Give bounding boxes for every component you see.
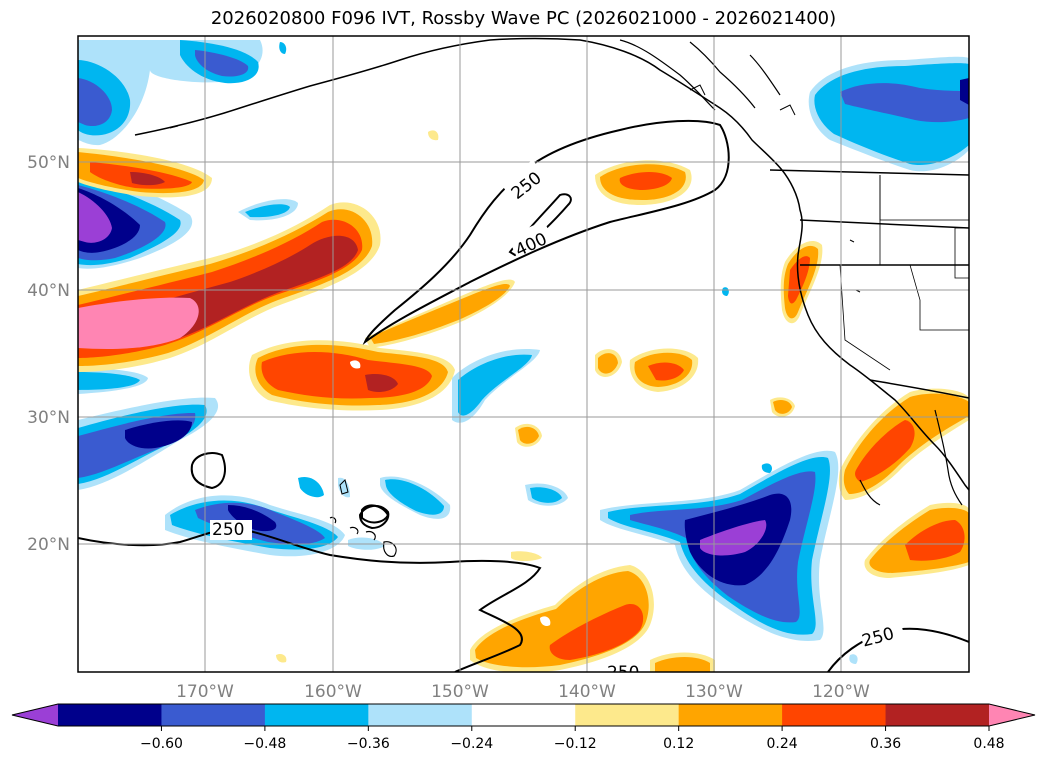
blob-east-22n [600,450,839,641]
colorbar-segment [368,704,473,726]
blob-pacific-15n [470,565,715,672]
state-borders [800,175,969,371]
colorbar-tick-label: 0.12 [663,736,694,752]
blob-48n-east [595,160,692,205]
blob-hawaii-west [165,495,345,557]
small-negative-blobs [238,42,858,664]
colorbar-extend-low [12,704,58,726]
longitude-labels: 170°W 160°W 150°W 140°W 130°W 120°W [176,682,870,702]
coastlines [134,37,969,506]
map-title: 2026020800 F096 IVT, Rossby Wave PC (202… [210,8,837,29]
contour-label-250-west: 250 [212,520,244,540]
map-frame [77,35,970,673]
map-area: 250 400 250 250 250 [78,36,969,683]
blob-ne-55n [808,56,969,172]
colorbar-segment [575,704,680,726]
colorbar-tick-label: −0.24 [450,736,493,752]
colorbar-tick-label: −0.12 [554,736,597,752]
blob-california [780,241,823,324]
colorbar-outline [11,703,1036,727]
colorbar-tick-label: −0.48 [243,736,286,752]
small-islands [169,84,861,495]
colorbar: −0.60 −0.48 −0.36 −0.24 −0.12 0.12 0.24 0.36 0.4… [11,703,1036,752]
lat-label-40n: 40°N [27,281,70,301]
colorbar-tick-label: 0.24 [767,736,798,752]
blob-west-50n [78,148,212,198]
lon-label-140w: 140°W [558,682,616,702]
colorbar-segment [58,704,162,726]
colorbar-tick-label: −0.36 [347,736,390,752]
lon-label-130w: 130°W [685,682,743,702]
colorbar-segment [471,704,576,726]
lat-label-50n: 50°N [27,153,70,173]
colorbar-tick-label: −0.60 [140,736,183,752]
blob-west-28n [78,397,219,490]
small-island-blob [350,360,551,627]
colorbar-segment [161,704,266,726]
blob-west-33n [78,368,148,394]
lon-label-150w: 150°W [431,682,489,702]
blob-nw-corner [78,40,263,146]
contour-labels: 250 400 250 250 250 [210,159,904,683]
blob-33n-central [248,340,455,411]
lat-label-30n: 30°N [27,408,70,428]
colorbar-segment [264,704,369,726]
blob-filament-40n [365,279,515,348]
colorbar-tick-label: 0.36 [870,736,901,752]
small-positive-blobs [276,130,795,663]
lon-label-160w: 160°W [304,682,362,702]
latitude-labels: 50°N 40°N 30°N 20°N [27,153,70,555]
blob-mexico [864,502,969,578]
lon-label-170w: 170°W [176,682,234,702]
blob-main-40n [78,202,381,372]
blob-mid-33n [452,349,540,423]
blob-west-45n [78,172,193,269]
colorbar-segment [782,704,887,726]
colorbar-extend-high [989,704,1035,726]
lat-label-20n: 20°N [27,535,70,555]
grid-lines [78,36,969,672]
colorbar-segment [678,704,783,726]
lon-label-120w: 120°W [812,682,870,702]
colorbar-segment [885,704,990,726]
colorbar-tick-label: 0.48 [973,736,1004,752]
contour-label-250-south: 250 [607,663,639,683]
negative-anomaly-blobs [78,40,969,664]
